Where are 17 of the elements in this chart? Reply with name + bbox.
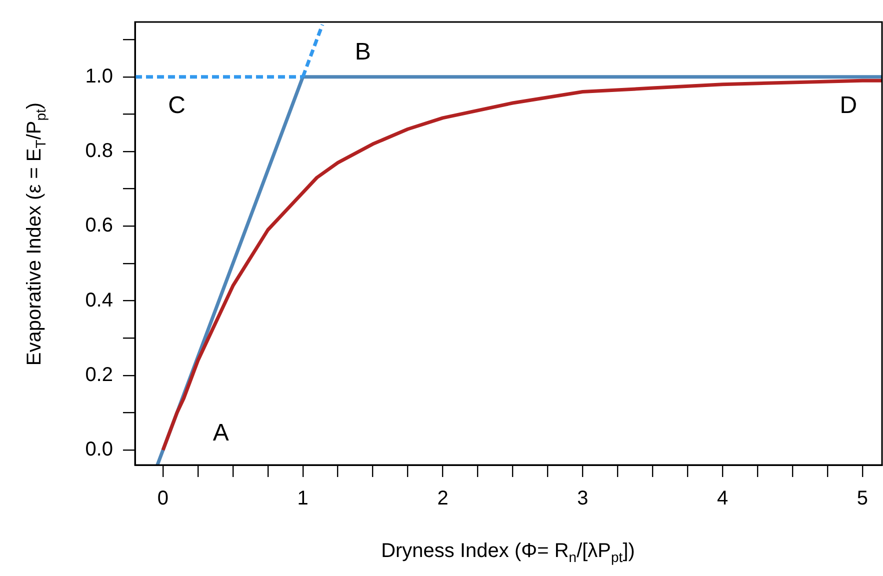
annotation: B: [354, 38, 371, 66]
y-tick-label: 0.2: [85, 364, 113, 386]
x-tick-label: 3: [577, 488, 588, 510]
x-tick-label: 0: [157, 488, 169, 510]
x-tick-label: 2: [437, 488, 448, 510]
annotation: A: [212, 420, 229, 447]
y-tick-label: 0.4: [85, 289, 113, 312]
y-tick-label: 0.6: [85, 214, 113, 237]
x-axis-title: Dryness Index (Φ= R$_{n}$/[λP$_{pt}$]): [381, 540, 635, 565]
annotation: D: [840, 92, 858, 119]
annotation: C: [168, 92, 186, 119]
y-tick-label: 1.0: [85, 65, 113, 88]
x-tick-label: 4: [716, 488, 728, 510]
x-tick-label: 1: [297, 488, 308, 510]
x-tick-label: 5: [856, 488, 868, 510]
y-tick-label: 0.0: [85, 438, 113, 461]
y-tick-label: 0.8: [85, 140, 113, 162]
